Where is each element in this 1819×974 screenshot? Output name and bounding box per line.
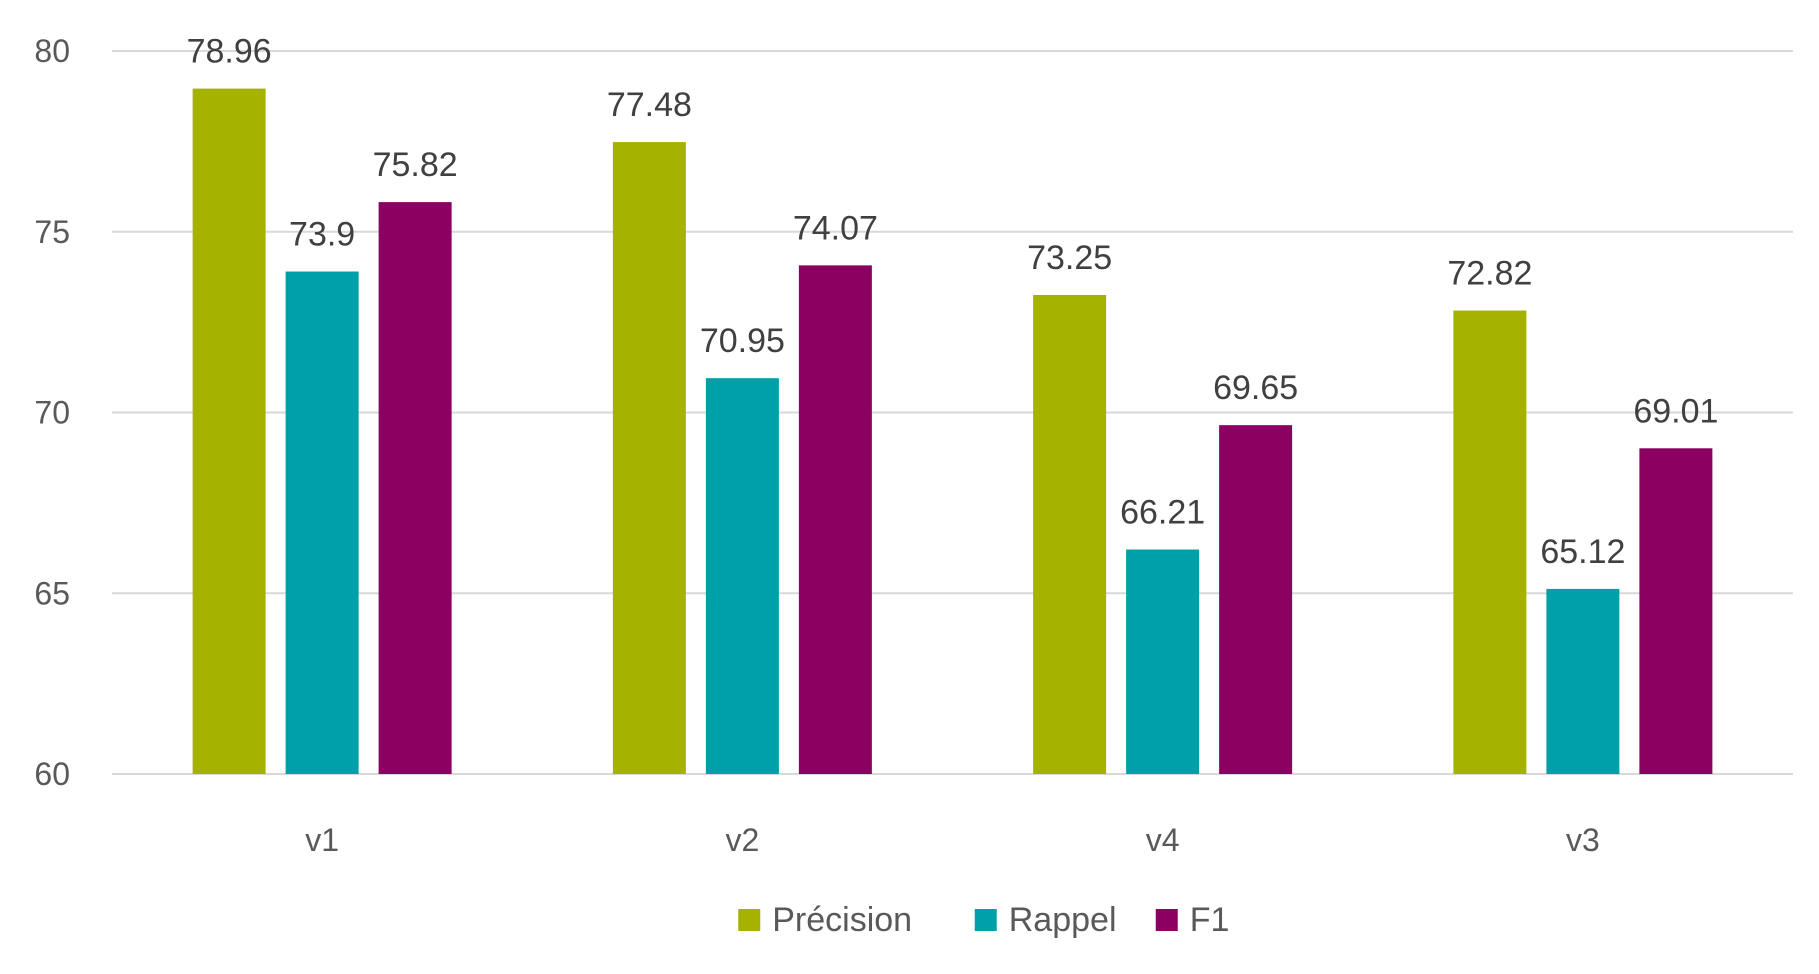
data-label: 78.96 xyxy=(187,33,272,71)
legend-swatch xyxy=(974,909,997,931)
y-tick-label: 75 xyxy=(34,214,70,250)
bar-prcision-v1 xyxy=(192,88,266,774)
data-label: 77.48 xyxy=(607,86,692,124)
y-tick-label: 60 xyxy=(34,756,70,792)
data-label: 65.12 xyxy=(1540,533,1625,571)
legend-swatch xyxy=(738,909,761,931)
bar-f1-v4 xyxy=(1219,425,1293,774)
bar-rappel-v2 xyxy=(705,378,779,774)
legend-label: Rappel xyxy=(1009,901,1117,939)
bar-rappel-v4 xyxy=(1126,549,1200,774)
legend-item-rappel: Rappel xyxy=(974,901,1117,939)
bar-prcision-v4 xyxy=(1033,295,1107,774)
x-axis: v1 v2 v4 v3 xyxy=(305,822,1600,858)
legend-label: F1 xyxy=(1190,901,1230,939)
legend-label: Précision xyxy=(772,901,912,939)
data-label: 70.95 xyxy=(700,322,785,360)
data-label: 69.65 xyxy=(1213,369,1298,407)
bars xyxy=(192,88,1713,774)
y-axis: 60 65 70 75 80 xyxy=(34,33,70,792)
legend-swatch xyxy=(1155,909,1178,931)
bar-rappel-v1 xyxy=(285,271,359,774)
bar-prcision-v2 xyxy=(612,142,686,774)
gridlines xyxy=(112,50,1793,775)
data-label: 73.25 xyxy=(1027,239,1112,277)
data-label: 66.21 xyxy=(1120,494,1205,532)
x-tick-label-v3: v3 xyxy=(1566,822,1600,858)
data-label: 73.9 xyxy=(289,216,355,254)
legend: Précision Rappel F1 xyxy=(738,901,1229,939)
bar-f1-v1 xyxy=(378,202,452,774)
y-tick-label: 65 xyxy=(34,575,70,611)
bar-f1-v2 xyxy=(798,265,872,774)
data-label: 69.01 xyxy=(1633,392,1718,430)
y-tick-label: 80 xyxy=(34,33,70,69)
data-labels: 78.96 73.9 75.82 77.48 70.95 74.07 73.25 66.21 6… xyxy=(187,33,1719,571)
legend-item-prcision: Précision xyxy=(738,901,912,939)
x-tick-label-v1: v1 xyxy=(305,822,339,858)
bar-f1-v3 xyxy=(1639,448,1713,774)
data-label: 75.82 xyxy=(373,146,458,184)
y-tick-label: 70 xyxy=(34,395,70,431)
x-tick-label-v4: v4 xyxy=(1146,822,1180,858)
data-label: 72.82 xyxy=(1447,255,1532,293)
bar-prcision-v3 xyxy=(1453,310,1527,774)
bar-rappel-v3 xyxy=(1546,588,1620,774)
data-label: 74.07 xyxy=(793,209,878,247)
x-tick-label-v2: v2 xyxy=(725,822,759,858)
legend-item-f1: F1 xyxy=(1155,901,1230,939)
